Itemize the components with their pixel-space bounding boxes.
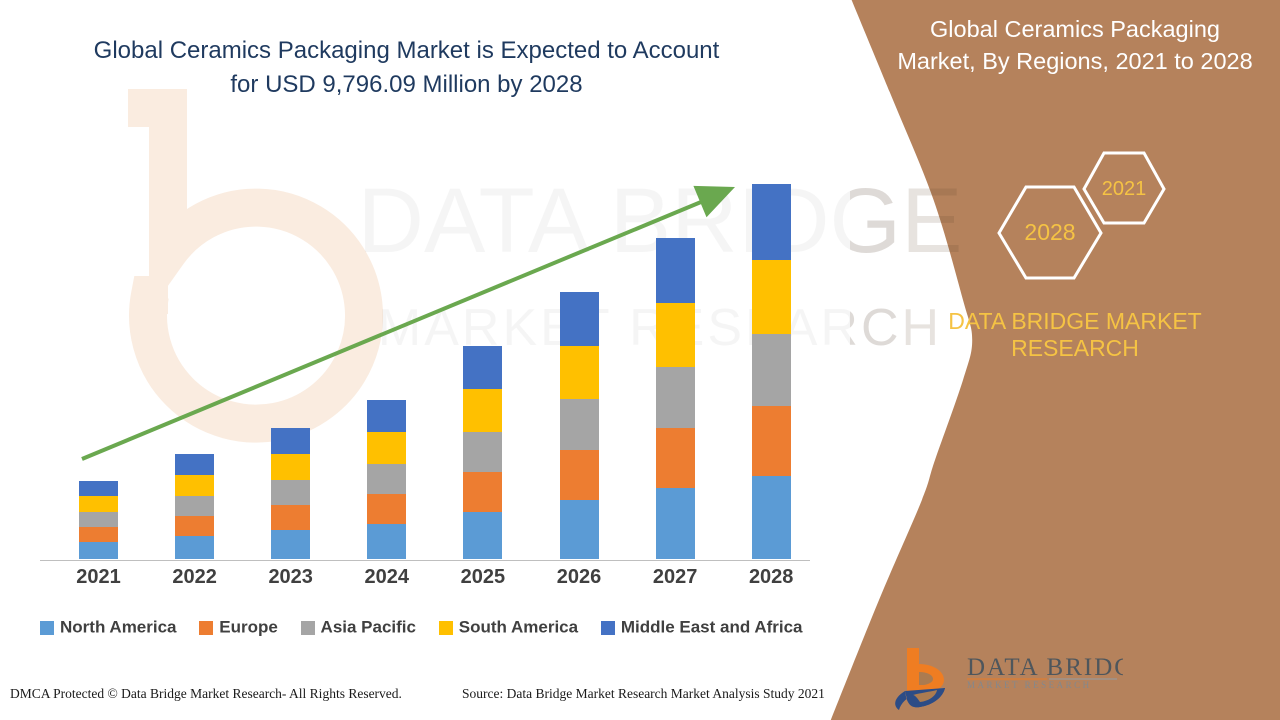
- svg-text:DATA BRIDGE: DATA BRIDGE: [967, 654, 1123, 681]
- svg-text:2021: 2021: [1102, 178, 1147, 200]
- svg-text:2028: 2028: [1024, 219, 1075, 245]
- svg-text:MARKET RESEARCH: MARKET RESEARCH: [967, 680, 1092, 690]
